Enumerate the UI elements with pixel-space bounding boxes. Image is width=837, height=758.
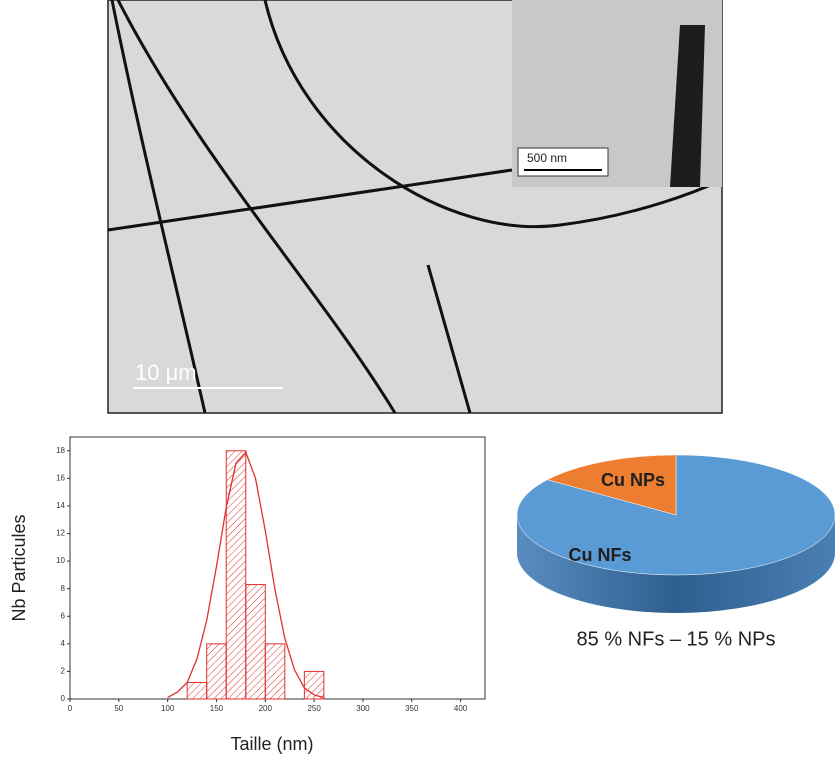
x-tick-label: 50 — [114, 704, 123, 713]
scale-label: 10 μm — [135, 360, 197, 385]
y-tick-label: 12 — [56, 529, 65, 538]
pie-side — [517, 515, 835, 613]
bar — [206, 643, 227, 700]
y-tick-label: 4 — [61, 639, 66, 648]
x-tick-label: 200 — [259, 704, 273, 713]
y-tick-label: 8 — [61, 584, 66, 593]
tem-image: 500 nm 10 μm — [107, 0, 723, 414]
x-tick-label: 0 — [68, 704, 73, 713]
slice-label: Cu NFs — [569, 545, 632, 565]
bar — [186, 681, 208, 700]
inset-scale-label: 500 nm — [527, 151, 567, 165]
inset-rod — [670, 25, 705, 187]
nanowire — [263, 0, 723, 228]
x-tick-label: 400 — [454, 704, 468, 713]
pie-caption: 85 % NFs – 15 % NPs — [577, 628, 776, 650]
y-tick-label: 6 — [61, 611, 66, 620]
pie-slice — [546, 454, 677, 516]
x-tick-label: 100 — [161, 704, 175, 713]
x-tick-label: 150 — [210, 704, 224, 713]
bar — [264, 643, 286, 700]
x-tick-label: 250 — [307, 704, 321, 713]
x-tick-label: 300 — [356, 704, 370, 713]
x-tick-label: 350 — [405, 704, 419, 713]
nanowire — [107, 168, 513, 232]
nanowire — [426, 264, 472, 414]
y-tick-label: 18 — [56, 446, 65, 455]
bar — [245, 584, 266, 700]
nanowire — [116, 0, 397, 414]
y-tick-label: 0 — [61, 694, 66, 703]
slice-label: Cu NPs — [601, 470, 665, 490]
inset-scale-box — [517, 147, 609, 177]
fit-curve — [167, 450, 325, 699]
y-tick-label: 10 — [56, 556, 65, 565]
y-tick-label: 16 — [56, 473, 65, 482]
nanowire — [110, 0, 207, 414]
y-tick-label: 14 — [56, 501, 65, 510]
y-tick-label: 2 — [61, 667, 66, 676]
x-axis-label: Taille (nm) — [230, 734, 313, 754]
y-axis-label: Nb Particules — [9, 514, 29, 621]
bar — [225, 450, 247, 700]
